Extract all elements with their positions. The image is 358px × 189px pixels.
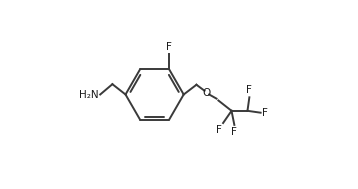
Text: H₂N: H₂N bbox=[79, 91, 99, 100]
Text: F: F bbox=[231, 127, 237, 137]
Text: F: F bbox=[262, 108, 268, 118]
Text: F: F bbox=[216, 125, 222, 135]
Text: O: O bbox=[203, 88, 211, 98]
Text: F: F bbox=[166, 43, 172, 52]
Text: F: F bbox=[246, 85, 252, 95]
